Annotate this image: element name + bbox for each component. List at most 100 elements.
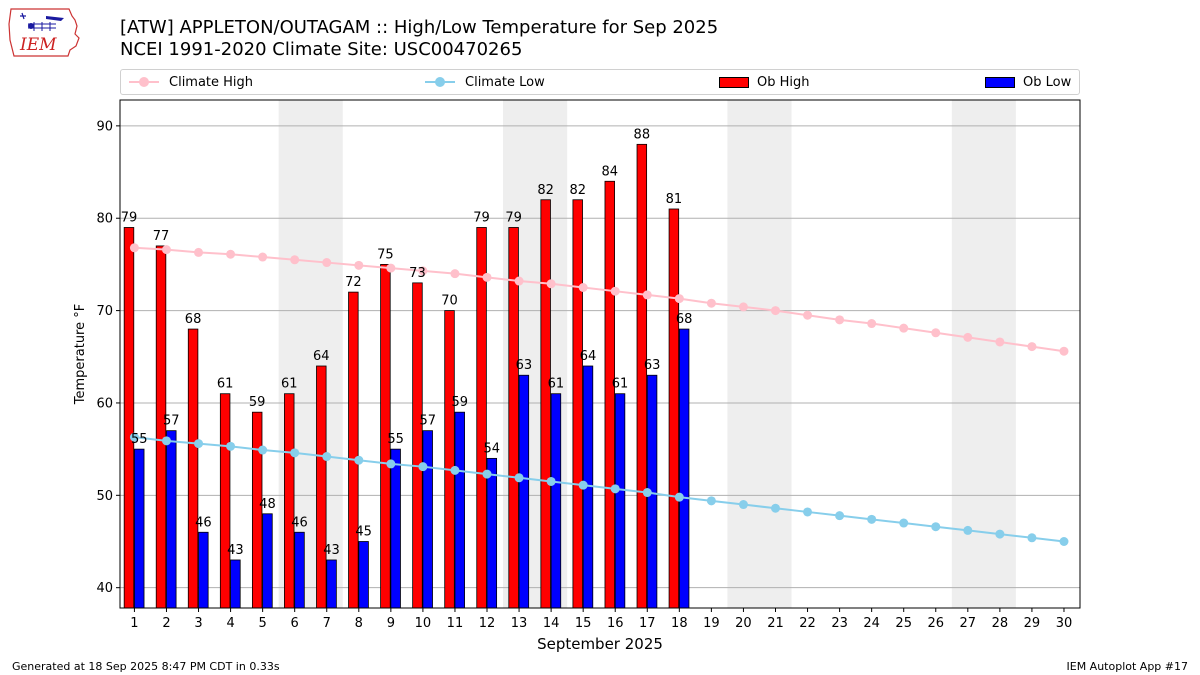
climate-low-point [642, 488, 652, 498]
iem-logo: IEM [8, 8, 80, 57]
ob-high-bar [348, 291, 359, 609]
x-tick-label: 7 [323, 616, 331, 631]
climate-low-point [386, 459, 396, 469]
x-tick-label: 30 [1056, 616, 1073, 631]
climate-high-point [418, 266, 428, 276]
climate-high-point [738, 302, 748, 312]
climate-low-point [226, 441, 236, 451]
ob-high-bar [540, 199, 551, 609]
ob-high-bar [284, 393, 295, 609]
x-tick-label: 10 [415, 616, 432, 631]
climate-high-point [803, 310, 813, 320]
climate-high-swatch [129, 74, 159, 90]
ob-high-label: 84 [602, 164, 619, 179]
grid-lines [120, 125, 1080, 589]
ob-high-bar [604, 180, 615, 609]
climate-high-point [482, 272, 492, 282]
ob-low-bar [294, 531, 305, 609]
climate-low-point [674, 492, 684, 502]
legend: Climate High Climate Low Ob High Ob Low [120, 69, 1080, 95]
climate-high-point [161, 245, 171, 255]
x-tick-label: 4 [226, 616, 234, 631]
ob-low-label: 68 [676, 312, 693, 327]
ob-low-bar [614, 393, 626, 609]
ob-low-label: 55 [387, 432, 404, 447]
ob-low-bar [422, 430, 433, 609]
y-tick-label: 50 [96, 489, 113, 504]
ob-high-label: 61 [281, 377, 298, 392]
plot-frame [119, 99, 1081, 609]
ob-low-bar [550, 393, 562, 609]
climate-high-point [674, 294, 684, 304]
ob-low-bar [486, 457, 498, 609]
climate-high-point [386, 263, 396, 273]
x-tick-label: 17 [639, 616, 656, 631]
x-tick-label: 5 [258, 616, 266, 631]
logo-text: IEM [19, 35, 57, 55]
ob-low-bar [198, 531, 209, 609]
ob-low-bar [166, 430, 177, 609]
climate-high-point [194, 247, 204, 257]
climate-high-point [642, 290, 652, 300]
climate-low-point [706, 496, 716, 506]
climate-high-point [129, 243, 139, 253]
ob-high-label: 88 [634, 127, 651, 142]
ob-low-label: 64 [580, 349, 597, 364]
ob-high-label: 82 [537, 183, 554, 198]
ob-low-label: 43 [323, 543, 340, 558]
x-tick-label: 27 [960, 616, 977, 631]
climate-high-point [226, 249, 236, 259]
x-tick-label: 1 [130, 616, 138, 631]
climate-low-point [610, 484, 620, 494]
x-tick-label: 24 [863, 616, 880, 631]
climate-high-point [1059, 346, 1069, 356]
y-tick-label: 40 [96, 581, 113, 596]
climate-low-point [835, 511, 845, 521]
climate-low-point [418, 462, 428, 472]
ob-low-bar [230, 559, 241, 609]
ob-low-bar [358, 541, 369, 609]
x-tick-label: 14 [543, 616, 560, 631]
ob-high-bar [316, 365, 327, 609]
legend-label-climate-high: Climate High [169, 74, 254, 90]
climate-low-point [803, 507, 813, 517]
x-tick-label: 19 [703, 616, 720, 631]
climate-high-point [963, 332, 973, 342]
climate-low-point [963, 525, 973, 535]
x-tick-label: 15 [575, 616, 592, 631]
climate-low-point [161, 436, 171, 446]
chart-subtitle: NCEI 1991-2020 Climate Site: USC00470265 [120, 39, 523, 60]
weekend-band [727, 100, 792, 608]
x-tick-label: 8 [355, 616, 363, 631]
climate-low-point [738, 500, 748, 510]
legend-item-climate-high: Climate High [129, 70, 253, 94]
legend-item-ob-low: Ob Low [985, 70, 1071, 94]
climate-low-point [995, 529, 1005, 539]
ob-low-bar [678, 328, 690, 609]
climate-high-line [134, 246, 1065, 353]
iowa-outline [8, 8, 80, 57]
legend-label-ob-high: Ob High [757, 74, 810, 90]
climate-low-point [290, 448, 300, 458]
climate-low-point [1027, 533, 1037, 543]
ob-low-label: 63 [516, 358, 533, 373]
ob-high-bar [636, 143, 648, 609]
y-tick-label: 90 [96, 119, 113, 134]
climate-high-point [610, 286, 620, 296]
ob-high-bar [668, 208, 680, 609]
x-tick-label: 11 [447, 616, 464, 631]
ob-low-label: 57 [163, 414, 180, 429]
climate-high-point [290, 255, 300, 265]
y-axis-label: Temperature °F [73, 304, 88, 405]
legend-item-climate-low: Climate Low [425, 70, 545, 94]
ob-low-bar [134, 448, 145, 609]
ob-high-bar [572, 199, 583, 609]
ob-high-label: 79 [473, 210, 490, 225]
legend-label-ob-low: Ob Low [1023, 74, 1072, 90]
x-tick-label: 25 [895, 616, 912, 631]
bars [123, 143, 690, 609]
ob-low-swatch [985, 76, 1015, 88]
climate-low-point [322, 452, 332, 462]
